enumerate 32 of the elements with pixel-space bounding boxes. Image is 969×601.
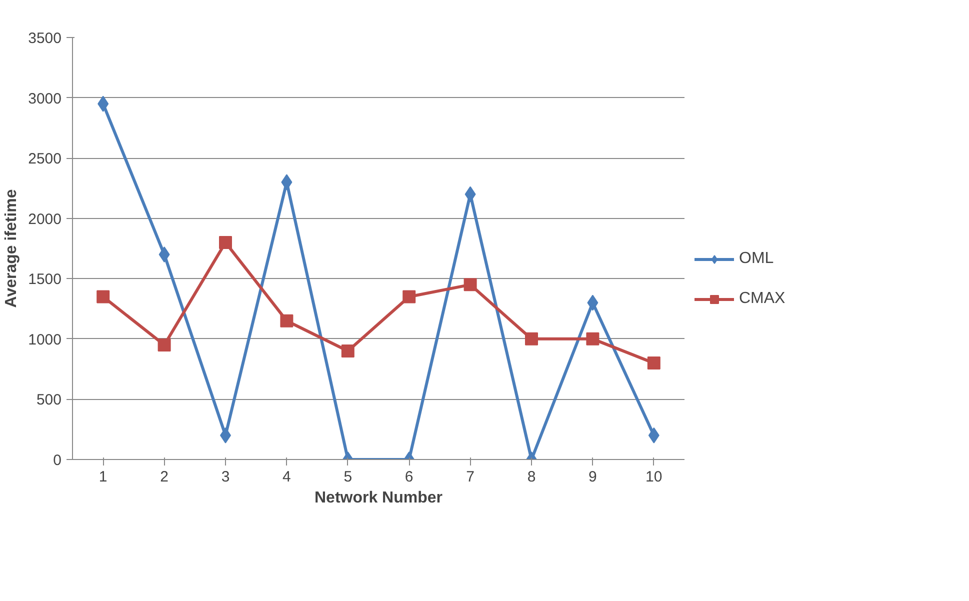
y-tick-label: 3000: [28, 90, 62, 108]
point: [586, 332, 600, 346]
point: [280, 314, 294, 328]
point: [158, 338, 171, 352]
x-tick-label: 9: [588, 468, 597, 486]
y-tick-label: 3500: [28, 30, 62, 47]
x-tick-label: 1: [98, 468, 108, 486]
x-tick-label: 3: [221, 468, 230, 486]
x-tick-label: 7: [466, 468, 474, 486]
x-tick-label: 4: [282, 468, 291, 486]
x-tick-label: 8: [527, 468, 536, 486]
x-tick-label: 5: [344, 468, 352, 486]
x-tick-label: 10: [646, 468, 662, 486]
point: [402, 290, 416, 304]
y-tick-label: 1000: [28, 331, 62, 348]
point: [219, 236, 232, 249]
y-tick-label: 2500: [28, 150, 62, 168]
x-tick-label: 2: [160, 468, 168, 486]
point: [464, 278, 477, 292]
point: [525, 332, 538, 346]
legend-label: CMAX: [739, 290, 786, 308]
point: [96, 290, 110, 304]
legend-label: OML: [739, 250, 774, 268]
point: [647, 356, 660, 370]
y-axis-title: Average ifetime: [3, 189, 20, 308]
x-tick-label: 6: [404, 468, 414, 486]
x-axis-title: Network Number: [314, 490, 443, 506]
y-tick-label: 500: [36, 392, 62, 409]
y-tick-label: 0: [53, 452, 62, 469]
y-tick-label: 1500: [28, 271, 62, 288]
point: [341, 344, 354, 358]
y-tick-label: 2000: [28, 210, 62, 228]
